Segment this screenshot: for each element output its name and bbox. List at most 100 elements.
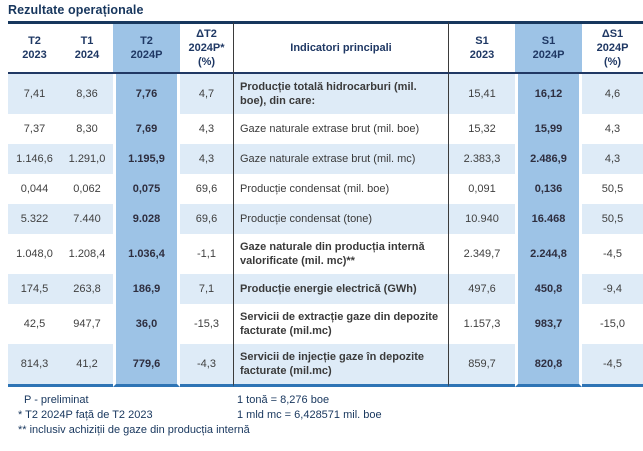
cell-indicator: Gaze naturale extrase brut (mil. boe): [233, 114, 448, 144]
cell-t2-2023: 7,37: [8, 114, 61, 144]
cell-s1-2023: 1.157,3: [448, 304, 515, 344]
cell-t1-2024: 1.291,0: [61, 144, 113, 174]
cell-indicator: Servicii de injecție gaze în depozite fa…: [233, 344, 448, 387]
cell-t2-2023: 42,5: [8, 304, 61, 344]
cell-t2-2023: 814,3: [8, 344, 61, 387]
cell-t1-2024: 8,30: [61, 114, 113, 144]
cell-t1-2024: 1.208,4: [61, 234, 113, 274]
cell-s1-2023: 2.383,3: [448, 144, 515, 174]
cell-t2-2024p: 36,0: [113, 304, 180, 344]
cell-s1-2023: 15,41: [448, 74, 515, 114]
cell-t2-2024p: 7,69: [113, 114, 180, 144]
cell-indicator: Producție condensat (tone): [233, 204, 448, 234]
report-page: Rezultate operaționale T2 2023 T1 2024 T…: [8, 3, 643, 438]
header-indicatori-principali: Indicatori principali: [233, 21, 448, 74]
table-row: 1.146,6 1.291,0 1.195,9 4,3 Gaze naturale ex…: [8, 144, 643, 174]
cell-s1-2024p: 2.486,9: [515, 144, 582, 174]
header-t2-2023: T2 2023: [8, 21, 61, 74]
footnotes: P - preliminat * T2 2024P față de T2 2023…: [18, 393, 643, 438]
cell-delta-t2: 69,6: [180, 204, 233, 234]
cell-t2-2024p: 1.195,9: [113, 144, 180, 174]
cell-t2-2024p: 779,6: [113, 344, 180, 387]
header-t2-2024p: T2 2024P: [113, 21, 180, 74]
cell-delta-t2: 4,3: [180, 114, 233, 144]
cell-t2-2023: 5.322: [8, 204, 61, 234]
footnotes-right: 1 tonă = 8,276 boe 1 mld mc = 6,428571 mi…: [237, 393, 382, 423]
table-row: 1.048,0 1.208,4 1.036,4 -1,1 Gaze naturale d…: [8, 234, 643, 274]
cell-indicator: Producție totală hidrocarburi (mil. boe)…: [233, 74, 448, 114]
cell-t2-2024p: 0,075: [113, 174, 180, 204]
footnote-line: 1 tonă = 8,276 boe: [237, 394, 330, 406]
cell-delta-t2: -4,3: [180, 344, 233, 387]
footnote-line: ** inclusiv achiziții de gaze din produc…: [18, 424, 250, 436]
header-s1-2023: S1 2023: [448, 21, 515, 74]
cell-delta-s1: -4,5: [582, 234, 643, 274]
table-row: 814,3 41,2 779,6 -4,3 Servicii de injecție g…: [8, 344, 643, 387]
cell-delta-s1: 50,5: [582, 204, 643, 234]
table-row: 7,41 8,36 7,76 4,7 Producție totală hidrocar…: [8, 74, 643, 114]
cell-delta-t2: 69,6: [180, 174, 233, 204]
cell-delta-t2: 4,7: [180, 74, 233, 114]
footnotes-left: P - preliminat * T2 2024P față de T2 2023…: [18, 393, 643, 438]
cell-t1-2024: 41,2: [61, 344, 113, 387]
cell-delta-t2: 7,1: [180, 274, 233, 304]
cell-indicator: Gaze naturale din producția internă valo…: [233, 234, 448, 274]
table-row: 0,044 0,062 0,075 69,6 Producție condensat (…: [8, 174, 643, 204]
cell-s1-2024p: 2.244,8: [515, 234, 582, 274]
cell-t2-2024p: 186,9: [113, 274, 180, 304]
footnote-line: 1 mld mc = 6,428571 mil. boe: [237, 409, 382, 421]
cell-delta-s1: -9,4: [582, 274, 643, 304]
cell-t2-2024p: 7,76: [113, 74, 180, 114]
cell-t1-2024: 0,062: [61, 174, 113, 204]
cell-s1-2024p: 16,12: [515, 74, 582, 114]
footnote-line: * T2 2024P față de T2 2023: [18, 409, 153, 421]
cell-t1-2024: 263,8: [61, 274, 113, 304]
header-delta-t2: ΔT2 2024P* (%): [180, 21, 233, 74]
cell-delta-s1: -4,5: [582, 344, 643, 387]
header-t1-2024: T1 2024: [61, 21, 113, 74]
cell-indicator: Servicii de extracție gaze din depozite …: [233, 304, 448, 344]
table-header: T2 2023 T1 2024 T2 2024P ΔT2 2024P* (%) …: [8, 21, 643, 74]
cell-delta-s1: 4,6: [582, 74, 643, 114]
cell-delta-t2: 4,3: [180, 144, 233, 174]
cell-t1-2024: 8,36: [61, 74, 113, 114]
cell-s1-2024p: 983,7: [515, 304, 582, 344]
table-body: 7,41 8,36 7,76 4,7 Producție totală hidrocar…: [8, 74, 643, 387]
table-row: 174,5 263,8 186,9 7,1 Producție energie elec…: [8, 274, 643, 304]
cell-t2-2023: 1.048,0: [8, 234, 61, 274]
table-row: 42,5 947,7 36,0 -15,3 Servicii de extracție …: [8, 304, 643, 344]
results-table: T2 2023 T1 2024 T2 2024P ΔT2 2024P* (%) …: [8, 21, 643, 387]
cell-s1-2023: 15,32: [448, 114, 515, 144]
table-row: 7,37 8,30 7,69 4,3 Gaze naturale extrase bru…: [8, 114, 643, 144]
cell-s1-2024p: 16.468: [515, 204, 582, 234]
cell-delta-s1: 50,5: [582, 174, 643, 204]
cell-delta-t2: -1,1: [180, 234, 233, 274]
cell-s1-2023: 10.940: [448, 204, 515, 234]
header-row: T2 2023 T1 2024 T2 2024P ΔT2 2024P* (%) …: [8, 21, 643, 74]
cell-s1-2024p: 450,8: [515, 274, 582, 304]
cell-s1-2023: 0,091: [448, 174, 515, 204]
cell-indicator: Producție energie electrică (GWh): [233, 274, 448, 304]
cell-t2-2024p: 9.028: [113, 204, 180, 234]
cell-delta-s1: 4,3: [582, 144, 643, 174]
cell-delta-s1: 4,3: [582, 114, 643, 144]
cell-s1-2024p: 15,99: [515, 114, 582, 144]
cell-s1-2024p: 820,8: [515, 344, 582, 387]
cell-s1-2023: 497,6: [448, 274, 515, 304]
table-row: 5.322 7.440 9.028 69,6 Producție condensat (…: [8, 204, 643, 234]
cell-s1-2023: 859,7: [448, 344, 515, 387]
cell-t2-2023: 174,5: [8, 274, 61, 304]
cell-indicator: Producție condensat (mil. boe): [233, 174, 448, 204]
cell-delta-s1: -15,0: [582, 304, 643, 344]
cell-t1-2024: 947,7: [61, 304, 113, 344]
cell-t1-2024: 7.440: [61, 204, 113, 234]
cell-indicator: Gaze naturale extrase brut (mil. mc): [233, 144, 448, 174]
cell-s1-2024p: 0,136: [515, 174, 582, 204]
footnote-line: P - preliminat: [24, 394, 89, 406]
cell-t2-2023: 7,41: [8, 74, 61, 114]
cell-t2-2023: 1.146,6: [8, 144, 61, 174]
cell-s1-2023: 2.349,7: [448, 234, 515, 274]
page-title: Rezultate operaționale: [8, 3, 144, 17]
cell-t2-2024p: 1.036,4: [113, 234, 180, 274]
header-s1-2024p: S1 2024P: [515, 21, 582, 74]
